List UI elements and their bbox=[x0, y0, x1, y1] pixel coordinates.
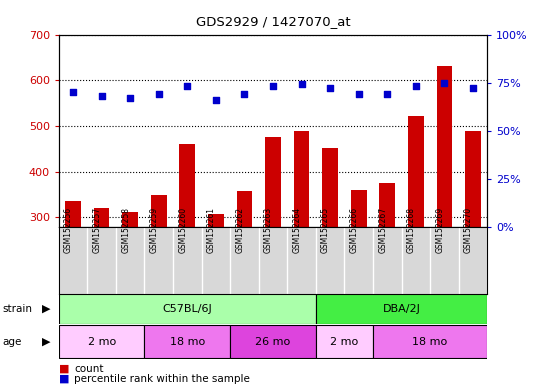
Point bbox=[382, 91, 391, 97]
Text: GSM152269: GSM152269 bbox=[435, 207, 444, 253]
Text: GSM152259: GSM152259 bbox=[150, 207, 159, 253]
Point bbox=[268, 83, 277, 89]
Text: GSM152265: GSM152265 bbox=[321, 207, 330, 253]
Text: GSM152256: GSM152256 bbox=[64, 207, 73, 253]
Bar bbox=[265, 137, 281, 227]
Text: GSM152258: GSM152258 bbox=[121, 207, 130, 253]
Bar bbox=[316, 295, 487, 324]
Text: GSM152267: GSM152267 bbox=[378, 207, 387, 253]
Text: GSM152268: GSM152268 bbox=[407, 207, 416, 253]
Point bbox=[440, 79, 449, 86]
Bar bbox=[208, 214, 224, 227]
Point bbox=[97, 93, 106, 99]
Text: GSM152262: GSM152262 bbox=[235, 207, 244, 253]
Text: GSM152263: GSM152263 bbox=[264, 207, 273, 253]
Text: 18 mo: 18 mo bbox=[413, 337, 447, 347]
Bar bbox=[408, 116, 424, 227]
Point bbox=[68, 89, 77, 95]
Text: C57BL/6J: C57BL/6J bbox=[162, 304, 212, 314]
Bar bbox=[465, 131, 481, 227]
Point bbox=[125, 95, 134, 101]
Text: ■: ■ bbox=[59, 364, 69, 374]
Text: age: age bbox=[3, 337, 22, 347]
Point bbox=[183, 83, 192, 89]
Point bbox=[411, 83, 420, 89]
Bar bbox=[351, 190, 367, 227]
Bar bbox=[379, 183, 395, 227]
Text: GSM152257: GSM152257 bbox=[92, 207, 102, 253]
Text: GSM152261: GSM152261 bbox=[207, 207, 216, 253]
Point bbox=[211, 97, 220, 103]
Point bbox=[154, 91, 164, 97]
Text: GSM152260: GSM152260 bbox=[178, 207, 187, 253]
Point bbox=[297, 81, 306, 88]
Text: GSM152270: GSM152270 bbox=[464, 207, 473, 253]
Bar bbox=[94, 208, 110, 227]
Bar bbox=[122, 212, 138, 227]
Bar bbox=[293, 131, 310, 227]
Bar bbox=[373, 325, 487, 358]
Text: 2 mo: 2 mo bbox=[330, 337, 358, 347]
Bar bbox=[316, 325, 373, 358]
Text: DBA/2J: DBA/2J bbox=[382, 304, 421, 314]
Text: strain: strain bbox=[3, 304, 33, 314]
Bar bbox=[322, 148, 338, 227]
Text: ■: ■ bbox=[59, 374, 69, 384]
Bar bbox=[230, 325, 316, 358]
Text: GDS2929 / 1427070_at: GDS2929 / 1427070_at bbox=[195, 15, 351, 28]
Point bbox=[468, 85, 477, 91]
Bar bbox=[151, 195, 167, 227]
Text: ▶: ▶ bbox=[41, 337, 50, 347]
Bar bbox=[59, 325, 144, 358]
Text: 2 mo: 2 mo bbox=[87, 337, 116, 347]
Bar bbox=[65, 202, 81, 227]
Bar bbox=[144, 325, 230, 358]
Point bbox=[240, 91, 249, 97]
Text: percentile rank within the sample: percentile rank within the sample bbox=[74, 374, 250, 384]
Point bbox=[354, 91, 363, 97]
Text: 26 mo: 26 mo bbox=[255, 337, 291, 347]
Point bbox=[325, 85, 334, 91]
Bar bbox=[59, 295, 316, 324]
Text: 18 mo: 18 mo bbox=[170, 337, 205, 347]
Text: GSM152264: GSM152264 bbox=[292, 207, 301, 253]
Bar bbox=[179, 144, 195, 227]
Text: count: count bbox=[74, 364, 104, 374]
Text: GSM152266: GSM152266 bbox=[349, 207, 358, 253]
Text: ▶: ▶ bbox=[41, 304, 50, 314]
Bar bbox=[436, 66, 452, 227]
Bar bbox=[236, 191, 253, 227]
